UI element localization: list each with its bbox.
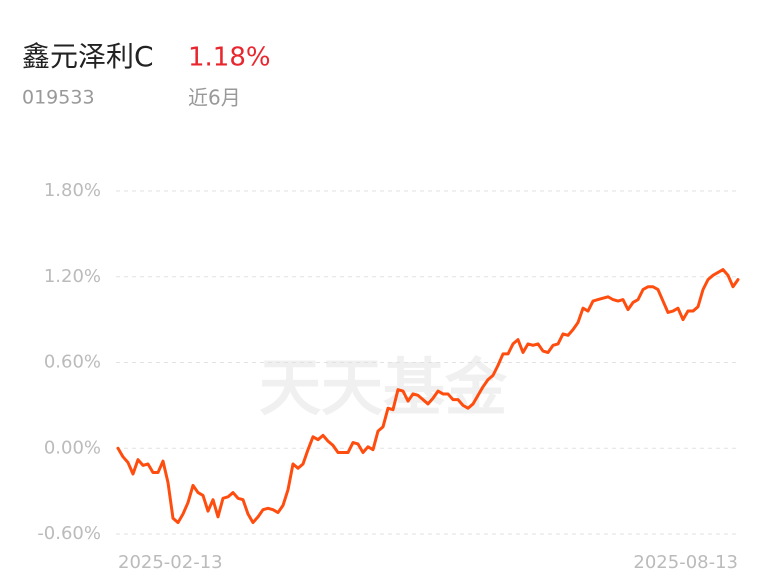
y-tick-label: -0.60%: [37, 523, 101, 544]
fund-name: 鑫元泽利C: [22, 40, 154, 73]
y-tick-label: 0.00%: [44, 437, 101, 458]
y-tick-label: 1.20%: [44, 266, 101, 287]
x-tick-label: 2025-02-13: [118, 552, 223, 573]
y-tick-label: 0.60%: [44, 352, 101, 373]
x-tick-label: 2025-08-13: [633, 552, 738, 573]
line: [116, 268, 740, 525]
fund-code: 019533: [22, 87, 95, 109]
y-tick-label: 1.80%: [44, 180, 101, 201]
period: 近6月: [188, 86, 241, 110]
fund-return: 1.18%: [188, 43, 271, 73]
watermark: 天天基金: [259, 351, 508, 424]
